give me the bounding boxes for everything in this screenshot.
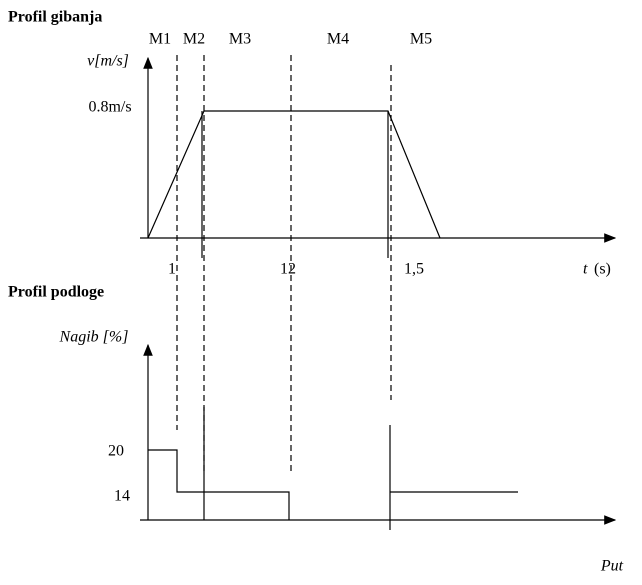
phase-label: M4 [327, 31, 349, 48]
x-label: 1 [168, 261, 176, 278]
phase-label: M5 [410, 31, 432, 48]
phase-label: M3 [229, 31, 251, 48]
x-label: 12 [280, 261, 296, 278]
y-label: v[m/s] [87, 53, 129, 70]
y-value-label: 14 [114, 488, 130, 505]
x-axis-label: Put [600, 558, 624, 575]
y-label: Nagib [%] [59, 329, 129, 346]
slope-profile [148, 449, 290, 520]
motion-title: Profil gibanja [8, 9, 102, 26]
x-label: 1,5 [404, 261, 424, 278]
terrain-title: Profil podloge [8, 284, 104, 301]
x-axis-unit: (s) [594, 261, 611, 278]
phase-label: M1 [149, 31, 171, 48]
speed-label: 0.8m/s [88, 99, 131, 116]
velocity-profile [147, 110, 441, 239]
phase-label: M2 [183, 31, 205, 48]
y-value-label: 20 [108, 443, 124, 460]
x-axis-symbol: t [583, 261, 588, 278]
